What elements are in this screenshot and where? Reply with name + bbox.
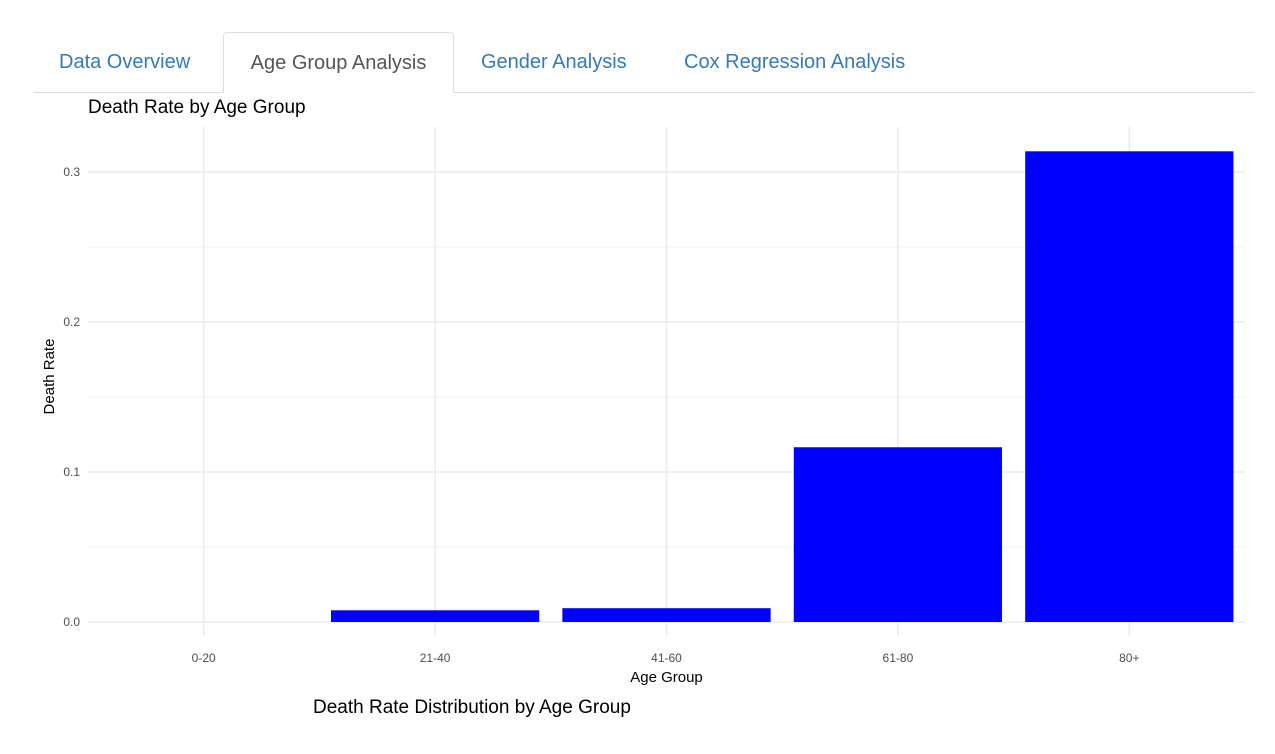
y-tick-label: 0.2 <box>63 315 80 329</box>
x-tick-label: 41-60 <box>651 651 682 665</box>
y-tick-labels: 0.0 0.1 0.2 0.3 <box>63 165 80 629</box>
x-tick-label: 61-80 <box>883 651 914 665</box>
bar-layer <box>330 151 1234 623</box>
bar-80+ <box>1025 151 1234 623</box>
tab-gender-analysis[interactable]: Gender Analysis <box>481 51 627 73</box>
plot-title: Death Rate by Age Group <box>88 97 306 118</box>
x-tick-label: 0-20 <box>192 651 216 665</box>
plot-caption: Death Rate Distribution by Age Group <box>313 697 631 718</box>
y-axis-title: Death Rate <box>41 339 58 415</box>
bar-61-80 <box>793 447 1003 622</box>
tab-bar: Data Overview Age Group Analysis Gender … <box>34 32 1254 93</box>
y-tick-label: 0.1 <box>63 465 80 479</box>
bar-41-60 <box>562 608 771 622</box>
x-tick-labels: 0-20 21-40 41-60 61-80 80+ <box>192 651 1140 665</box>
y-tick-label: 0.0 <box>63 615 80 629</box>
x-axis-title: Age Group <box>630 669 703 686</box>
tab-data-overview[interactable]: Data Overview <box>59 51 191 73</box>
y-tick-label: 0.3 <box>63 165 80 179</box>
bar-21-40 <box>330 610 540 622</box>
tab-cox-regression-analysis[interactable]: Cox Regression Analysis <box>684 51 906 73</box>
tab-age-group-analysis[interactable]: Age Group Analysis <box>223 32 454 93</box>
x-tick-label: 21-40 <box>420 651 451 665</box>
x-tick-label: 80+ <box>1119 651 1139 665</box>
